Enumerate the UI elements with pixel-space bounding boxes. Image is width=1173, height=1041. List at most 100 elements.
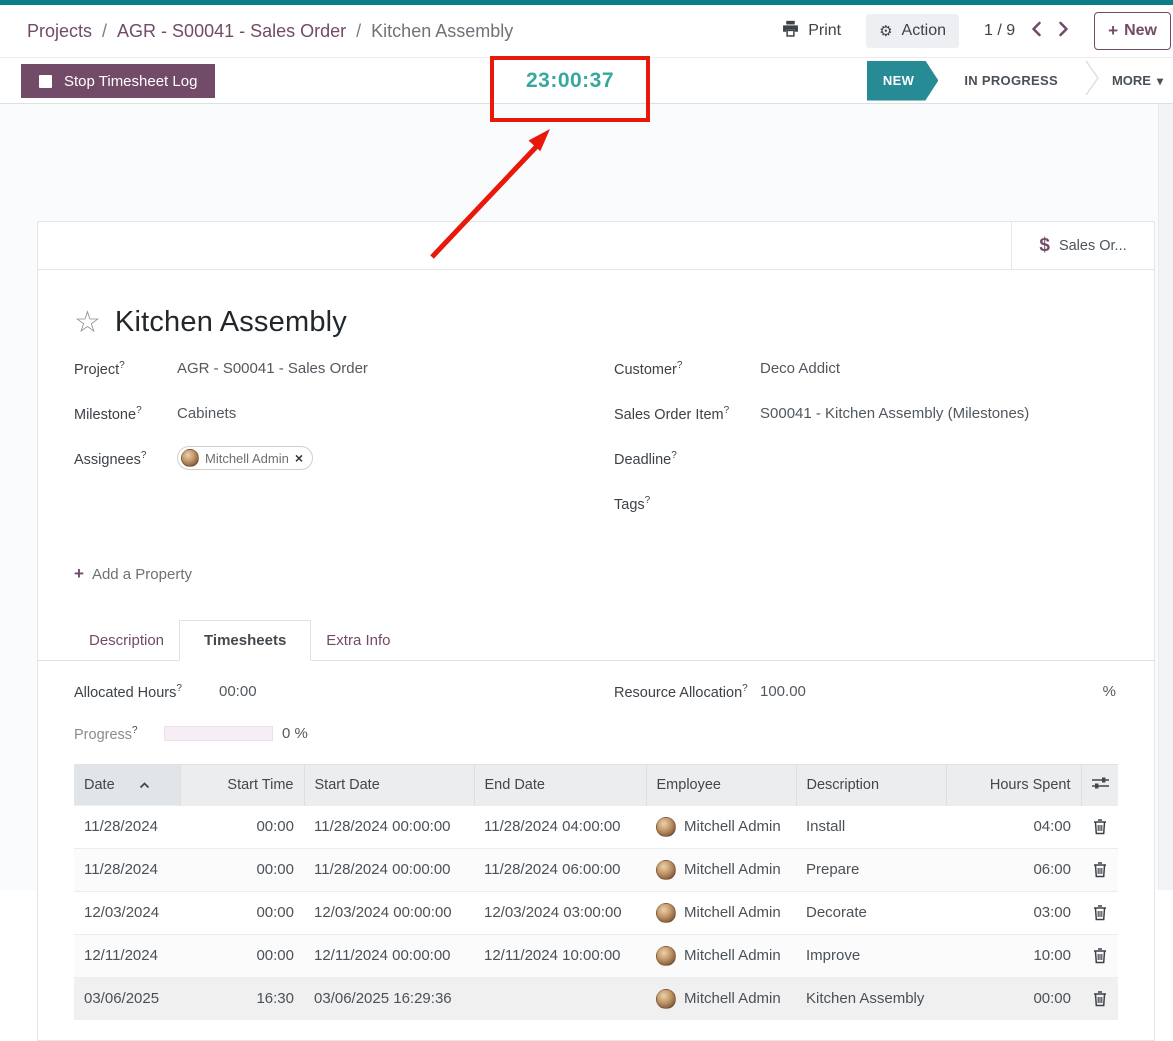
- pager-counter: 1 / 9: [984, 22, 1016, 39]
- pager-previous-button[interactable]: [1031, 21, 1042, 42]
- progress-row: Progress? 0 %: [74, 725, 1116, 743]
- sort-ascending-icon: [139, 777, 150, 793]
- help-marker: ?: [132, 724, 138, 736]
- breadcrumb-sales-order[interactable]: AGR - S00041 - Sales Order: [117, 20, 347, 41]
- field-tags: Tags?: [614, 491, 1116, 520]
- column-header-description[interactable]: Description: [796, 763, 947, 806]
- stop-icon: [39, 74, 52, 88]
- help-marker: ?: [140, 450, 147, 461]
- plus-icon: +: [1108, 21, 1119, 40]
- add-property-button[interactable]: + Add a Property: [74, 564, 1116, 584]
- help-marker: ?: [676, 360, 683, 371]
- column-header-end-date[interactable]: End Date: [474, 763, 647, 806]
- field-deadline: Deadline?: [614, 446, 1116, 475]
- chevron-left-icon: [1031, 21, 1042, 42]
- pager: 1 / 9: [984, 21, 1069, 42]
- field-assignees: Assignees? Mitchell Admin ×: [74, 446, 614, 475]
- table-row[interactable]: 11/28/2024 00:00 11/28/2024 00:00:00 11/…: [74, 847, 1118, 892]
- help-marker: ?: [671, 450, 677, 461]
- table-row[interactable]: 12/11/2024 00:00 12/11/2024 00:00:00 12/…: [74, 933, 1118, 978]
- avatar: [181, 449, 199, 467]
- timesheet-table: Date Start Time Start Date End Date Empl…: [74, 763, 1118, 1021]
- form-sheet: $ Sales Or... ☆ Kitchen Assembly Project…: [37, 221, 1155, 1041]
- tags-value[interactable]: [760, 491, 880, 511]
- action-button[interactable]: ⚙ Action: [866, 14, 960, 48]
- column-header-employee[interactable]: Employee: [646, 763, 797, 806]
- chevron-right-icon: [1058, 21, 1069, 42]
- print-icon: [782, 20, 799, 42]
- resource-allocation-unit: %: [1102, 683, 1116, 700]
- field-sales-order-item: Sales Order Item? S00041 - Kitchen Assem…: [614, 401, 1116, 430]
- milestone-value[interactable]: Cabinets: [177, 405, 237, 422]
- tags-label: Tags: [614, 496, 645, 513]
- assignee-name: Mitchell Admin: [205, 450, 289, 466]
- tab-description[interactable]: Description: [89, 631, 165, 649]
- table-header-row: Date Start Time Start Date End Date Empl…: [74, 763, 1118, 806]
- field-customer: Customer? Deco Addict: [614, 356, 1116, 385]
- avatar: [656, 816, 676, 837]
- stop-timesheet-label: Stop Timesheet Log: [64, 72, 198, 90]
- column-header-start-time[interactable]: Start Time: [180, 763, 305, 806]
- avatar: [656, 902, 676, 923]
- stop-timesheet-button[interactable]: Stop Timesheet Log: [21, 64, 216, 98]
- delete-row-button[interactable]: [1093, 991, 1107, 1007]
- column-header-start-date[interactable]: Start Date: [304, 763, 475, 806]
- button-box: $ Sales Or...: [38, 222, 1154, 270]
- column-header-date[interactable]: Date: [74, 763, 181, 806]
- new-button[interactable]: + New: [1094, 12, 1171, 50]
- help-marker: ?: [176, 683, 182, 694]
- notebook-tabs: Description Timesheets Extra Info: [38, 620, 1154, 661]
- sales-order-smart-button[interactable]: $ Sales Or...: [1011, 222, 1154, 269]
- stage-more-dropdown[interactable]: MORE ▾: [1112, 73, 1163, 88]
- sales-order-item-value[interactable]: S00041 - Kitchen Assembly (Milestones): [760, 405, 1030, 422]
- delete-row-button[interactable]: [1093, 948, 1107, 964]
- milestone-label: Milestone: [74, 406, 137, 423]
- fields-grid: Project? AGR - S00041 - Sales Order Mile…: [74, 356, 1116, 536]
- tab-extra-info[interactable]: Extra Info: [326, 631, 391, 649]
- breadcrumb-projects[interactable]: Projects: [27, 20, 93, 41]
- customer-label: Customer: [614, 361, 677, 378]
- timesheet-summary-row: Allocated Hours? 00:00 Resource Allocati…: [74, 683, 1116, 701]
- title-row: ☆ Kitchen Assembly: [74, 306, 1116, 339]
- tab-timesheets[interactable]: Timesheets: [179, 620, 312, 661]
- favorite-star-icon[interactable]: ☆: [74, 305, 101, 339]
- fields-column-right: Customer? Deco Addict Sales Order Item? …: [614, 356, 1116, 536]
- column-header-hours-spent[interactable]: Hours Spent: [946, 763, 1082, 806]
- breadcrumb-current: Kitchen Assembly: [371, 20, 514, 41]
- task-title[interactable]: Kitchen Assembly: [114, 306, 347, 338]
- assignees-label: Assignees: [74, 451, 141, 468]
- breadcrumb: Projects / AGR - S00041 - Sales Order / …: [27, 21, 513, 42]
- delete-row-button[interactable]: [1093, 862, 1107, 878]
- print-button[interactable]: Print: [782, 20, 841, 42]
- top-accent-bar: [0, 0, 1173, 5]
- stage-separator-chevron-icon: [1084, 59, 1100, 102]
- delete-row-button[interactable]: [1093, 905, 1107, 921]
- new-label: New: [1124, 22, 1157, 39]
- resource-allocation-value[interactable]: 100.00: [760, 683, 806, 700]
- help-marker: ?: [742, 683, 748, 694]
- deadline-label: Deadline: [614, 451, 672, 468]
- stage-bar: NEW IN PROGRESS MORE ▾: [867, 58, 1163, 103]
- table-row[interactable]: 03/06/2025 16:30 03/06/2025 16:29:36 Mit…: [74, 976, 1118, 1021]
- optional-columns-button[interactable]: [1081, 763, 1118, 806]
- vertical-scrollbar[interactable]: [1158, 104, 1173, 890]
- customer-value[interactable]: Deco Addict: [760, 360, 841, 377]
- control-panel-actions: Print ⚙ Action 1 / 9 + New: [782, 12, 1171, 50]
- stage-new-badge[interactable]: NEW: [867, 61, 939, 101]
- pager-next-button[interactable]: [1058, 21, 1069, 42]
- deadline-value[interactable]: [760, 446, 880, 466]
- table-row[interactable]: 11/28/2024 00:00 11/28/2024 00:00:00 11/…: [74, 804, 1118, 849]
- delete-row-button[interactable]: [1093, 819, 1107, 835]
- table-row[interactable]: 12/03/2024 00:00 12/03/2024 00:00:00 12/…: [74, 890, 1118, 935]
- sliders-icon: [1091, 777, 1109, 794]
- avatar: [656, 859, 676, 880]
- allocated-hours-value[interactable]: 00:00: [219, 683, 257, 700]
- assignee-tag[interactable]: Mitchell Admin ×: [177, 446, 313, 470]
- project-value[interactable]: AGR - S00041 - Sales Order: [177, 360, 368, 377]
- action-label: Action: [901, 22, 947, 39]
- stage-in-progress[interactable]: IN PROGRESS: [964, 73, 1058, 88]
- timesheet-timer: 23:00:37: [525, 68, 615, 92]
- help-marker: ?: [136, 405, 142, 416]
- close-icon[interactable]: ×: [294, 450, 303, 466]
- plus-icon: +: [74, 564, 84, 583]
